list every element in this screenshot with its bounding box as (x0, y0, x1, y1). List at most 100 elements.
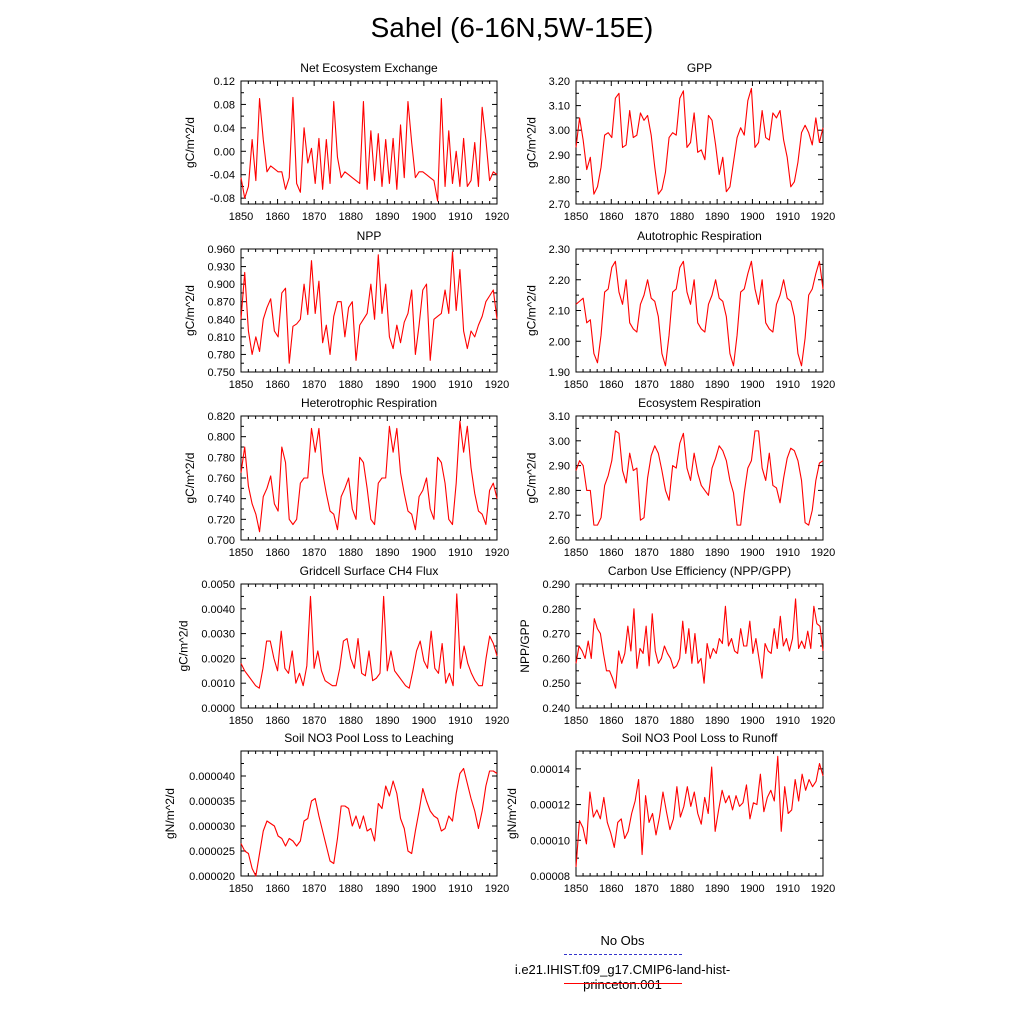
x-tick-label: 1870 (634, 715, 658, 727)
plot-frame (240, 80, 498, 205)
x-tick-label: 1860 (265, 211, 289, 223)
y-tick-label: 0.900 (207, 279, 235, 291)
x-tick-label: 1880 (670, 715, 694, 727)
x-tick-label: 1920 (485, 715, 509, 727)
y-tick-label: 0.250 (542, 678, 570, 690)
y-tick-label: 0.760 (207, 473, 235, 485)
chart-panel-8: 1850 1860 1870 1880 1890 1900 1910 1920 0.240 0.2… (518, 564, 835, 727)
x-tick-label: 1910 (448, 547, 472, 559)
x-tick-label: 1910 (448, 211, 472, 223)
panel-title: Gridcell Surface CH4 Flux (300, 564, 439, 578)
y-tick-label: 1.90 (549, 367, 570, 379)
chart-panel-9: 1850 1860 1870 1880 1890 1900 1910 1920 0.000020… (163, 731, 509, 895)
y-axis-label: gC/m^2/d (183, 117, 197, 168)
x-tick-label: 1910 (448, 715, 472, 727)
y-tick-label: 0.780 (207, 452, 235, 464)
series-line (240, 767, 498, 877)
y-tick-label: 3.20 (549, 76, 570, 88)
y-tick-label: 0.810 (207, 332, 235, 344)
y-tick-label: 0.000020 (189, 871, 235, 883)
x-tick-label: 1890 (705, 883, 729, 895)
x-tick-label: 1860 (265, 379, 289, 391)
x-tick-label: 1920 (811, 211, 835, 223)
panel-title: Heterotrophic Respiration (301, 396, 437, 410)
chart-panel-6: 1850 1860 1870 1880 1890 1900 1910 1920 2.60 2.70… (525, 396, 836, 559)
y-axis-label: gC/m^2/d (183, 285, 197, 336)
y-tick-label: 0.280 (542, 604, 570, 616)
x-tick-label: 1870 (634, 883, 658, 895)
plot-frame (575, 750, 824, 877)
y-tick-label: 0.240 (542, 703, 570, 715)
x-tick-label: 1920 (811, 883, 835, 895)
x-tick-label: 1910 (775, 883, 799, 895)
series-line (240, 96, 498, 202)
x-tick-label: 1850 (564, 715, 588, 727)
y-tick-label: 2.70 (549, 510, 570, 522)
y-tick-label: -0.04 (210, 170, 235, 182)
x-tick-label: 1890 (375, 715, 399, 727)
x-tick-label: 1900 (412, 715, 436, 727)
y-tick-label: 0.700 (207, 535, 235, 547)
x-tick-label: 1880 (338, 883, 362, 895)
x-tick-label: 1860 (599, 547, 623, 559)
y-tick-label: 0.00010 (530, 835, 570, 847)
panel-title: Net Ecosystem Exchange (300, 61, 438, 75)
y-axis-label: gC/m^2/d (525, 117, 539, 168)
y-tick-label: 2.20 (549, 275, 570, 287)
x-tick-label: 1900 (740, 883, 764, 895)
x-tick-label: 1860 (265, 715, 289, 727)
y-tick-label: 2.10 (549, 306, 570, 318)
x-tick-label: 1910 (448, 883, 472, 895)
series-line (240, 593, 498, 689)
x-tick-label: 1850 (229, 211, 253, 223)
y-axis-label: gN/m^2/d (163, 788, 177, 839)
x-tick-label: 1890 (705, 379, 729, 391)
panel-title: Ecosystem Respiration (638, 396, 761, 410)
y-tick-label: 0.800 (207, 432, 235, 444)
x-tick-label: 1900 (740, 211, 764, 223)
series-line (575, 598, 824, 689)
chart-panel-1: 1850 1860 1870 1880 1890 1900 1910 1920 -0.08 -0.… (183, 61, 509, 223)
x-tick-label: 1920 (811, 547, 835, 559)
x-tick-label: 1880 (670, 883, 694, 895)
y-tick-label: 0.0030 (201, 629, 235, 641)
y-tick-label: 0.780 (207, 349, 235, 361)
x-tick-label: 1870 (634, 547, 658, 559)
y-tick-label: 0.260 (542, 653, 570, 665)
y-tick-label: 0.0040 (201, 604, 235, 616)
plot-frame (575, 248, 824, 373)
panel-title: NPP (357, 229, 382, 243)
y-tick-label: 0.290 (542, 579, 570, 591)
chart-panel-10: 1850 1860 1870 1880 1890 1900 1910 1920 0.00008 0… (505, 731, 835, 895)
panel-title: Autotrophic Respiration (637, 229, 762, 243)
y-tick-label: 0.00 (214, 146, 235, 158)
x-tick-label: 1850 (229, 547, 253, 559)
x-tick-label: 1890 (375, 547, 399, 559)
y-axis-label: gN/m^2/d (505, 788, 519, 839)
y-tick-label: 2.60 (549, 535, 570, 547)
chart-panel-4: 1850 1860 1870 1880 1890 1900 1910 1920 1.90 2.00… (525, 229, 836, 391)
x-tick-label: 1910 (448, 379, 472, 391)
x-tick-label: 1850 (564, 211, 588, 223)
y-tick-label: 0.270 (542, 629, 570, 641)
x-tick-label: 1870 (302, 883, 326, 895)
x-tick-label: 1870 (634, 379, 658, 391)
panel-title: GPP (687, 61, 712, 75)
y-tick-label: 0.000040 (189, 771, 235, 783)
x-tick-label: 1920 (485, 379, 509, 391)
x-tick-label: 1860 (599, 883, 623, 895)
x-tick-label: 1880 (670, 211, 694, 223)
x-tick-label: 1900 (740, 715, 764, 727)
chart-panel-2: 1850 1860 1870 1880 1890 1900 1910 1920 2.70 2.80… (525, 61, 836, 223)
y-tick-label: 0.0010 (201, 678, 235, 690)
y-tick-label: 0.720 (207, 514, 235, 526)
x-tick-label: 1900 (412, 379, 436, 391)
y-tick-label: 0.870 (207, 297, 235, 309)
chart-panel-3: 1850 1860 1870 1880 1890 1900 1910 1920 0.750 0.7… (183, 229, 509, 391)
x-tick-label: 1890 (375, 883, 399, 895)
y-tick-label: 0.000035 (189, 796, 235, 808)
x-tick-label: 1910 (775, 379, 799, 391)
y-tick-label: 0.00012 (530, 800, 570, 812)
x-tick-label: 1920 (485, 211, 509, 223)
